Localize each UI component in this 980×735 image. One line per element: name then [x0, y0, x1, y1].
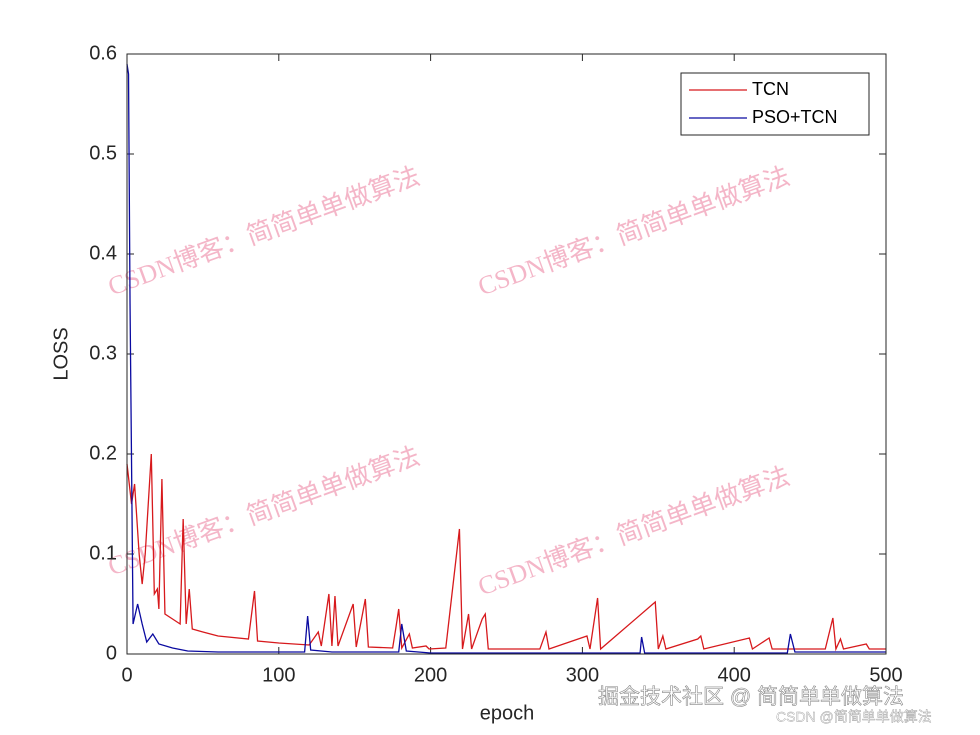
x-tick-label: 500	[869, 664, 902, 686]
y-tick-label: 0.2	[89, 442, 117, 464]
legend: TCN PSO+TCN	[680, 72, 870, 136]
x-tick-label: 300	[566, 664, 599, 686]
x-axis-label: epoch	[480, 702, 535, 724]
y-tick-label: 0.6	[89, 42, 117, 64]
series-line	[126, 63, 886, 654]
y-tick-label: 0.4	[89, 242, 117, 264]
axes-box	[126, 53, 887, 655]
x-tick-label: 100	[262, 664, 295, 686]
x-tick-label: 0	[121, 664, 132, 686]
legend-label: TCN	[752, 79, 789, 99]
y-tick-label: 0.5	[89, 142, 117, 164]
x-tick-label: 200	[414, 664, 447, 686]
footer-watermark: CSDN @简简单单做算法	[776, 709, 932, 725]
series-line	[126, 453, 886, 652]
plot-area	[127, 54, 886, 654]
y-tick-label: 0.1	[89, 542, 117, 564]
footer-watermark: 掘金技术社区 @ 简简单单做算法	[598, 686, 904, 709]
y-axis-label: LOSS	[50, 327, 72, 380]
legend-box	[680, 72, 870, 136]
y-tick-label: 0	[106, 642, 117, 664]
legend-label: PSO+TCN	[752, 107, 838, 127]
y-tick-label: 0.3	[89, 342, 117, 364]
x-tick-label: 400	[718, 664, 751, 686]
